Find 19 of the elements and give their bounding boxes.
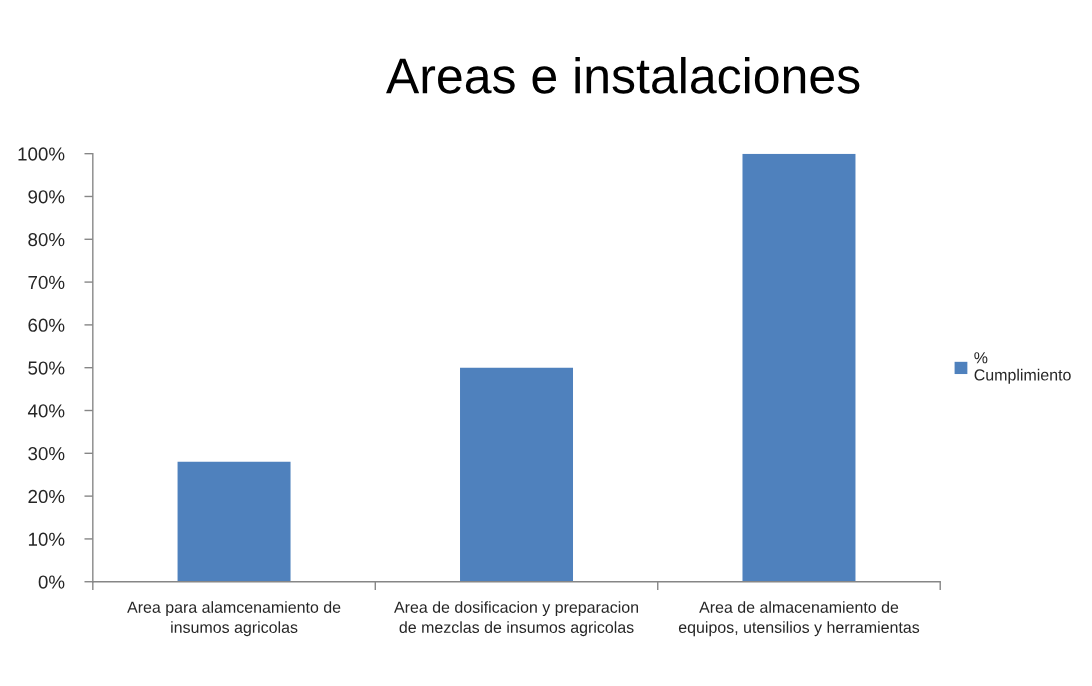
x-tick-label: Area para alamcenamiento de insumos agricolas bbox=[127, 601, 341, 637]
x-tick-label: Area de almacenamiento de equipos, utensilios y herramientas bbox=[678, 601, 920, 637]
legend-label: % Cumplimiento bbox=[974, 352, 1071, 384]
bar bbox=[460, 367, 574, 582]
y-tick-label: 80% bbox=[28, 232, 65, 247]
y-tick-label: 90% bbox=[28, 190, 65, 204]
y-tick-label: 40% bbox=[27, 404, 65, 418]
y-tick-label: 10% bbox=[28, 532, 65, 546]
x-tick-label: Area de dosificacion y preparacion de mezclas de insumos agricolas bbox=[394, 601, 639, 637]
chart-title: Areas e instalaciones bbox=[386, 56, 860, 94]
y-tick-label: 60% bbox=[28, 318, 65, 332]
y-tick-label: 100% bbox=[18, 147, 65, 161]
y-tick-label: 50% bbox=[28, 361, 65, 375]
bar bbox=[177, 461, 291, 582]
bar bbox=[742, 153, 856, 582]
y-tick-label: 20% bbox=[28, 489, 65, 504]
y-tick-label: 70% bbox=[28, 275, 65, 290]
y-tick-label: 30% bbox=[28, 447, 65, 461]
y-tick-label: 0% bbox=[38, 575, 65, 589]
